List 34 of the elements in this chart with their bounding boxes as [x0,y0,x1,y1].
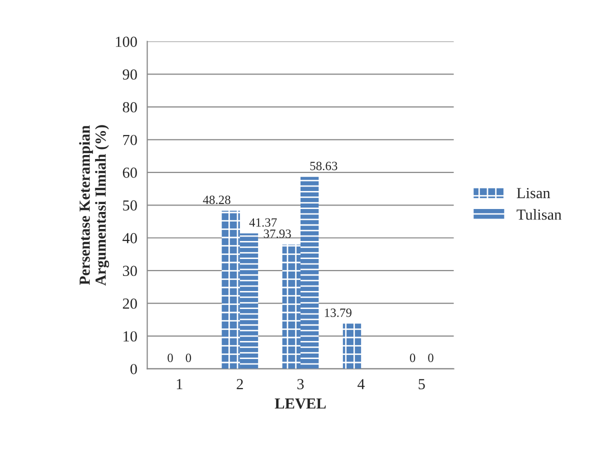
y-tick-label: 90 [122,69,137,80]
y-tick-label: 40 [122,233,137,244]
data-label: 48.28 [202,196,230,204]
data-label: 0 [428,354,434,362]
data-label: 41.37 [249,218,277,227]
y-tick-label: 100 [116,36,137,47]
legend-label: Tulisan [516,209,562,220]
x-tick-label: 5 [418,379,425,390]
x-tick-label: 3 [297,379,304,390]
data-label: 0 [168,354,173,362]
x-tick-label: 4 [358,379,365,390]
bar [282,244,300,369]
y-tick-label: 0 [130,364,137,374]
y-tick-label: 70 [123,134,137,146]
y-tick-label: 80 [122,102,137,112]
y-tick-label: 10 [124,331,137,342]
x-tick-label: 2 [236,379,243,390]
data-label: 37.93 [264,230,291,238]
bar [342,324,362,369]
y-tick-label: 20 [122,298,137,309]
data-label: 0 [410,354,416,362]
y-axis-title: Persentase Keterampian Argumentasi Ilmiah (%) [79,125,110,286]
legend-label: Lisan [516,188,550,198]
bar [222,210,240,369]
y-tick-label: 30 [122,266,137,276]
bar [240,233,258,369]
data-label: 58.63 [310,162,338,170]
x-axis-title: LEVEL [274,398,326,409]
bar [300,176,319,369]
data-label: 13.79 [324,308,352,318]
x-tick-label: 1 [176,379,182,390]
y-tick-label: 60 [122,168,137,178]
y-tick-label: 50 [123,200,137,211]
data-label: 0 [186,354,192,362]
